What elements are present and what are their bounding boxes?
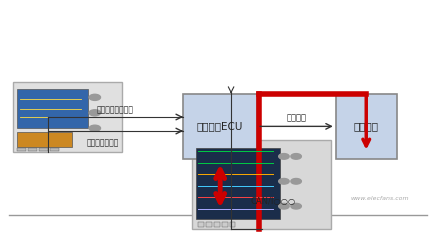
Text: 气囊点火: 气囊点火: [354, 121, 379, 131]
Circle shape: [291, 203, 301, 209]
Circle shape: [279, 203, 289, 209]
Text: www.elecfans.com: www.elecfans.com: [350, 196, 409, 201]
Bar: [17, 148, 26, 151]
Bar: [28, 148, 37, 151]
Bar: [39, 148, 48, 151]
Text: 安全气囊ECU: 安全气囊ECU: [197, 121, 243, 131]
Circle shape: [89, 94, 101, 100]
Bar: [17, 132, 72, 147]
Circle shape: [89, 125, 101, 131]
Bar: [50, 148, 59, 151]
Text: 加速度传感器信号: 加速度传感器信号: [97, 105, 134, 114]
Text: 点火信号: 点火信号: [286, 113, 307, 122]
Bar: [183, 94, 257, 159]
Bar: [230, 222, 235, 227]
Circle shape: [279, 154, 289, 159]
Circle shape: [291, 179, 301, 184]
Bar: [192, 140, 331, 229]
Text: CAN/I○○○: CAN/I○○○: [251, 197, 296, 206]
Circle shape: [89, 110, 101, 116]
Text: 碰撞传感器信号: 碰撞传感器信号: [86, 138, 119, 147]
Bar: [196, 147, 280, 219]
Bar: [17, 89, 88, 128]
Bar: [198, 222, 204, 227]
Circle shape: [279, 179, 289, 184]
Bar: [214, 222, 220, 227]
Bar: [206, 222, 212, 227]
Bar: [336, 94, 397, 159]
Bar: [222, 222, 228, 227]
Circle shape: [291, 154, 301, 159]
Bar: [13, 82, 122, 152]
